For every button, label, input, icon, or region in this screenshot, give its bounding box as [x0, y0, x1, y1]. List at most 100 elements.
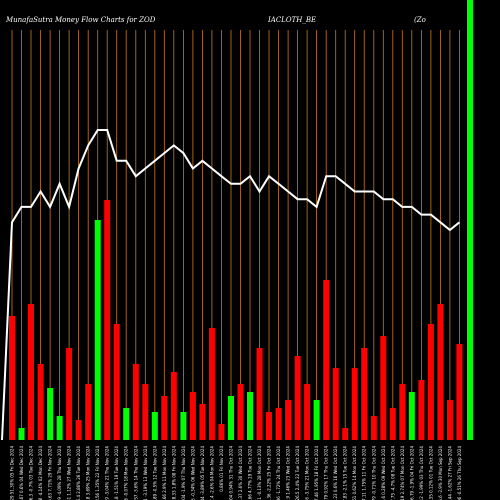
- x-tick-label: 26.9 1.46% 23 Wed Oct 2024: [286, 446, 291, 500]
- x-tick-label: 27.66 2.9% 11 Mon Nov 2024: [162, 446, 167, 500]
- x-tick-label: 27.89 -4.09% 28 Thu Nov 2024: [57, 446, 62, 500]
- bar: [123, 408, 130, 440]
- x-tick-label: 27.19 2.74% 07 Mon Oct 2024: [400, 446, 405, 500]
- chart-title: MunafaSutra Money Flow Charts for ZOD IA…: [5, 16, 426, 24]
- x-tick-label: 27.66 -3.75% 21 Mon Oct 2024: [305, 446, 310, 500]
- x-tick-label: 27.04 0.94% 31 Thu Oct 2024: [229, 446, 234, 500]
- bar: [380, 336, 387, 440]
- x-tick-label: 26.89 -0.5% 12 Tue Nov 2024: [152, 446, 157, 500]
- bar: [237, 384, 244, 440]
- x-tick-label: 26.5 2.4% 22 Tue Oct 2024: [295, 446, 300, 500]
- bar: [151, 412, 158, 440]
- x-tick-label: 27.83 -2.1% 15 Tue Oct 2024: [343, 446, 348, 500]
- bar: [361, 348, 368, 440]
- bar: [313, 400, 320, 440]
- title-mid: IACLOTH_BE: [267, 16, 316, 24]
- bars: [9, 200, 463, 440]
- x-tick-label: 0.86% 01 Fri Nov 2024: [219, 446, 224, 492]
- x-tick-label: 28.79 -0.71% 10 Thu Oct 2024: [371, 446, 376, 500]
- bar: [275, 408, 282, 440]
- x-tick-label: 27.4 -2.6% 04 Mon Nov 2024: [209, 446, 214, 500]
- x-tick-label: 28.23 0.6% 16 Wed Oct 2024: [333, 446, 338, 500]
- x-tick-label: 26.44 -3.89% 05 Tue Nov 2024: [200, 446, 205, 500]
- bar: [66, 348, 73, 440]
- x-tick-label: 27.79 -3.04% 21 Thu Nov 2024: [105, 446, 110, 500]
- bar: [132, 364, 139, 440]
- bar: [199, 404, 206, 440]
- x-tick-label: 26.3 -0.7% 03 Tue Dec 2024: [29, 446, 34, 500]
- price-line-group: [1, 129, 461, 441]
- bar: [256, 348, 263, 440]
- x-tick-label: 25.78 -4.14% 02 Mon Dec 2024: [38, 446, 43, 500]
- bar: [189, 392, 196, 440]
- x-tick-label: 28.18 3.69% 25 Mon Nov 2024: [86, 446, 91, 500]
- x-tick-label: 26.61 1.12% 27 Wed Nov 2024: [67, 446, 72, 500]
- bar: [408, 392, 415, 440]
- bar: [389, 408, 396, 440]
- title-left: MunafaSutra Money Flow Charts for ZOD: [5, 16, 156, 24]
- bar: [228, 396, 234, 440]
- bar: [427, 324, 434, 440]
- x-tick-label: 28.01 -0.13% 28 Mon Oct 2024: [257, 446, 262, 500]
- x-tick-label: 27.36 -1.72% 24 Thu Oct 2024: [276, 446, 281, 500]
- bar: [142, 384, 149, 440]
- bar: [342, 428, 349, 440]
- bar: [294, 356, 301, 440]
- x-tick-label: 27.61 0.62% 14 Mon Oct 2024: [352, 446, 357, 500]
- x-tick-label: 27.66 -0.34% 06 Wed Nov 2024: [190, 446, 195, 500]
- x-tick-label: 27.06 -0.51% 26 Thu Sep 2024: [457, 446, 462, 500]
- bar: [323, 280, 330, 440]
- bar: [208, 328, 215, 440]
- x-tick-label: 26.67 0.6% 04 Wed Dec 2024: [19, 446, 24, 500]
- x-tick-label: 26.71 -3.19% 13 Wed Nov 2024: [143, 446, 148, 500]
- bar: [370, 416, 377, 440]
- x-tick-label: 27.66 4.77% 29 Tue Oct 2024: [248, 446, 253, 500]
- x-tick-label: 28.6 -0.07% 18 Mon Nov 2024: [124, 446, 129, 500]
- bar: [28, 304, 34, 440]
- tick-labels: 28.29 51.30% 05 Fri Dec 2024 26.67 0.6% 0…: [10, 446, 462, 500]
- x-tick-label: 28.18 -1.51% 19 Tue Nov 2024: [114, 446, 119, 500]
- x-tick-label: 28.33 1.8% 08 Fri Nov 2024: [171, 446, 176, 500]
- bar: [161, 396, 168, 440]
- bar: [437, 304, 444, 440]
- title-right: (Zo: [414, 16, 426, 24]
- x-tick-label: 28.56 1.35% 22 Fri Nov 2024: [95, 446, 100, 500]
- bar: [332, 368, 339, 440]
- x-tick-label: 28.04 -1.9% 07 Thu Nov 2024: [181, 446, 186, 500]
- x-tick-label: 28.37 2.6% 30 Wed Oct 2024: [238, 446, 243, 500]
- price-line: [1, 129, 461, 441]
- bar: [56, 416, 63, 440]
- bar: [418, 380, 425, 440]
- x-tick-label: 26.4 2.86% 26 Tue Nov 2024: [76, 446, 81, 500]
- x-tick-label: 28.29 51.30% 05 Fri Dec 2024: [10, 446, 15, 500]
- bar: [247, 392, 253, 440]
- x-tick-label: 28.79 0.92% 17 Thu Oct 2024: [324, 446, 329, 500]
- bar: [180, 412, 187, 440]
- bar: [47, 388, 54, 440]
- bar: [399, 384, 406, 440]
- bar: [446, 400, 453, 440]
- x-tick-label: 27.11 1.75% 11 Fri Oct 2024: [362, 446, 367, 500]
- bar: [18, 428, 25, 440]
- x-tick-label: 27.46 1.95% 18 Fri Oct 2024: [314, 446, 319, 500]
- highlight-column: [467, 0, 473, 440]
- bar: [37, 364, 44, 440]
- x-tick-label: 26.79 -1.9% 04 Fri Oct 2024: [409, 446, 414, 500]
- x-tick-label: 27.75 -4.7% 08 Tue Oct 2024: [390, 446, 395, 500]
- bar: [304, 384, 311, 440]
- bar: [75, 420, 82, 440]
- bar: [285, 400, 292, 440]
- x-tick-label: 27.36 -2.22% 25 Fri Oct 2024: [267, 446, 272, 500]
- bar: [170, 372, 177, 440]
- x-tick-label: 28.6 0.28% 09 Wed Oct 2024: [381, 446, 386, 500]
- x-tick-label: 25.35 0.12% 01 Tue Oct 2024: [428, 446, 433, 500]
- bar: [218, 424, 225, 440]
- bar: [104, 200, 111, 440]
- bar: [9, 316, 15, 440]
- bar: [351, 368, 358, 440]
- x-tick-label: 26.63 7.71% 29 Fri Nov 2024: [48, 446, 53, 500]
- x-tick-label: 26.6 -2.9% 30 Mon Sep 2024: [438, 446, 443, 500]
- bar: [94, 220, 101, 440]
